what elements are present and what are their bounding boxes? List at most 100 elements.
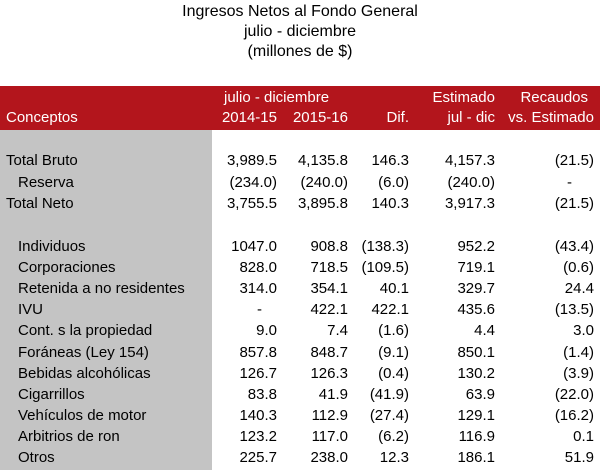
value-2015-16: 908.8 bbox=[310, 238, 348, 255]
row-label: Reserva bbox=[18, 174, 74, 191]
value-recaudos: (22.0) bbox=[554, 386, 594, 403]
value-recaudos: - bbox=[567, 174, 572, 191]
row-label: Vehículos de motor bbox=[18, 407, 147, 424]
table-row: Cont. s la propiedad 9.0 7.4 (1.6) 4.4 3… bbox=[0, 320, 600, 341]
value-estimado: 4.4 bbox=[474, 322, 495, 339]
table-row: Total Neto 3,755.5 3,895.8 140.3 3,917.3… bbox=[0, 193, 600, 214]
value-2015-16: 7.4 bbox=[327, 322, 348, 339]
value-estimado: 850.1 bbox=[457, 344, 495, 361]
header-conceptos: Conceptos bbox=[6, 109, 78, 126]
value-2015-16: (240.0) bbox=[300, 174, 348, 191]
value-estimado: 63.9 bbox=[465, 386, 495, 403]
value-dif: (41.9) bbox=[369, 386, 409, 403]
value-2015-16: 112.9 bbox=[311, 407, 348, 424]
row-label: Otros bbox=[18, 449, 55, 466]
table-row: Arbitrios de ron 123.2 117.0 (6.2) 116.9… bbox=[0, 426, 600, 447]
value-recaudos: 3.0 bbox=[573, 322, 594, 339]
value-estimado: 4,157.3 bbox=[444, 152, 495, 169]
table-row: Bebidas alcohólicas 126.7 126.3 (0.4) 13… bbox=[0, 363, 600, 384]
table-row: Reserva (234.0) (240.0) (6.0) (240.0) - bbox=[0, 172, 600, 193]
title-line-1: Ingresos Netos al Fondo General bbox=[182, 3, 418, 20]
value-estimado: 952.2 bbox=[457, 238, 495, 255]
value-dif: (6.2) bbox=[378, 428, 409, 445]
table-row: Retenida a no residentes 314.0 354.1 40.… bbox=[0, 278, 600, 299]
value-recaudos: 51.9 bbox=[564, 449, 594, 466]
value-2015-16: 126.3 bbox=[310, 365, 348, 382]
value-estimado: 130.2 bbox=[457, 365, 495, 382]
value-2014-15: 3,755.5 bbox=[226, 195, 277, 212]
value-estimado: 116.9 bbox=[458, 428, 495, 445]
header-dif: Dif. bbox=[386, 109, 410, 126]
value-2015-16: 4,135.8 bbox=[297, 152, 348, 169]
value-2014-15: (234.0) bbox=[229, 174, 277, 191]
header-2014-15: 2014-15 bbox=[221, 109, 277, 126]
value-2014-15: 140.3 bbox=[239, 407, 277, 424]
table-row: Total Bruto 3,989.5 4,135.8 146.3 4,157.… bbox=[0, 150, 600, 171]
value-2014-15: 314.0 bbox=[239, 280, 277, 297]
value-recaudos: (21.5) bbox=[554, 195, 594, 212]
value-recaudos: (43.4) bbox=[554, 238, 594, 255]
table-row: Vehículos de motor 140.3 112.9 (27.4) 12… bbox=[0, 405, 600, 426]
value-estimado: 3,917.3 bbox=[444, 195, 495, 212]
value-2014-15: 9.0 bbox=[256, 322, 277, 339]
concepts-column-background bbox=[0, 130, 212, 470]
row-label: IVU bbox=[18, 301, 44, 318]
value-2015-16: 3,895.8 bbox=[297, 195, 348, 212]
table-header: Conceptos julio - diciembre 2014-15 2015… bbox=[0, 86, 600, 130]
header-2015-16: 2015-16 bbox=[292, 109, 348, 126]
value-2014-15: 123.2 bbox=[239, 428, 277, 445]
value-recaudos: (0.6) bbox=[563, 259, 594, 276]
value-dif: (9.1) bbox=[378, 344, 409, 361]
value-dif: (6.0) bbox=[378, 174, 409, 191]
value-estimado: 329.7 bbox=[457, 280, 495, 297]
table-row: Corporaciones 828.0 718.5 (109.5) 719.1 … bbox=[0, 257, 600, 278]
row-label: Bebidas alcohólicas bbox=[18, 365, 151, 382]
table-row: Individuos 1047.0 908.8 (138.3) 952.2 (4… bbox=[0, 236, 600, 257]
table-row: Otros 225.7 238.0 12.3 186.1 51.9 bbox=[0, 447, 600, 468]
value-2014-15: 3,989.5 bbox=[226, 152, 277, 169]
table-row: IVU - 422.1 422.1 435.6 (13.5) bbox=[0, 299, 600, 320]
value-recaudos: (1.4) bbox=[563, 344, 594, 361]
value-dif: (109.5) bbox=[361, 259, 409, 276]
header-jul-dic: jul - dic bbox=[447, 109, 495, 126]
row-label: Total Neto bbox=[6, 195, 74, 212]
value-2015-16: 354.1 bbox=[310, 280, 348, 297]
value-estimado: 186.1 bbox=[457, 449, 495, 466]
row-label: Corporaciones bbox=[18, 259, 116, 276]
value-dif: 12.3 bbox=[379, 449, 409, 466]
header-period-group: julio - diciembre bbox=[224, 89, 330, 106]
value-2015-16: 718.5 bbox=[310, 259, 348, 276]
value-dif: (1.6) bbox=[378, 322, 409, 339]
row-label: Foráneas (Ley 154) bbox=[18, 344, 149, 361]
value-2015-16: 238.0 bbox=[310, 449, 348, 466]
value-2015-16: 422.1 bbox=[310, 301, 348, 318]
value-recaudos: (21.5) bbox=[554, 152, 594, 169]
value-2014-15: 126.7 bbox=[239, 365, 277, 382]
value-estimado: 435.6 bbox=[457, 301, 495, 318]
title-line-3: (millones de $) bbox=[247, 43, 353, 60]
value-2014-15: 828.0 bbox=[239, 259, 277, 276]
value-dif: (138.3) bbox=[361, 238, 409, 255]
value-estimado: (240.0) bbox=[447, 174, 495, 191]
value-2014-15: 225.7 bbox=[239, 449, 277, 466]
row-label: Cont. s la propiedad bbox=[18, 322, 153, 339]
row-label: Arbitrios de ron bbox=[18, 428, 120, 445]
table-title: Ingresos Netos al Fondo General julio - … bbox=[0, 2, 600, 62]
header-recaudos: Recaudos bbox=[520, 89, 588, 106]
value-2015-16: 848.7 bbox=[310, 344, 348, 361]
value-recaudos: 24.4 bbox=[564, 280, 594, 297]
value-2014-15: - bbox=[257, 301, 262, 318]
value-2015-16: 41.9 bbox=[318, 386, 348, 403]
value-dif: 146.3 bbox=[371, 152, 409, 169]
title-line-2: julio - diciembre bbox=[243, 23, 357, 40]
row-label: Total Bruto bbox=[6, 152, 78, 169]
value-estimado: 129.1 bbox=[457, 407, 495, 424]
value-recaudos: 0.1 bbox=[573, 428, 594, 445]
header-estimado: Estimado bbox=[432, 89, 495, 106]
value-2014-15: 857.8 bbox=[239, 344, 277, 361]
value-dif: 40.1 bbox=[379, 280, 409, 297]
value-2014-15: 1047.0 bbox=[231, 238, 277, 255]
table-row: Cigarrillos 83.8 41.9 (41.9) 63.9 (22.0) bbox=[0, 384, 600, 405]
value-dif: (0.4) bbox=[378, 365, 409, 382]
